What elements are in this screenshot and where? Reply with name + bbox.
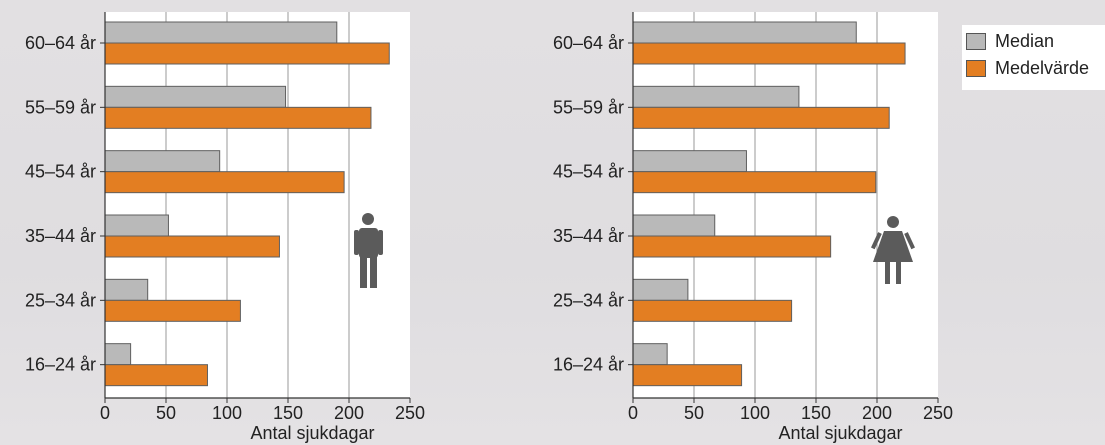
legend-label-median: Median (995, 30, 1055, 51)
x-tick-label: 200 (334, 403, 364, 423)
legend: Median Medelvärde (962, 25, 1105, 90)
category-label: 35–44 år (25, 226, 96, 246)
bar-median (104, 21, 338, 44)
x-axis-title: Antal sjukdagar (250, 423, 374, 443)
x-tick-label: 250 (395, 403, 425, 423)
category-label: 45–54 år (553, 162, 624, 182)
bar-median (104, 343, 132, 366)
plot-area (633, 12, 938, 398)
x-tick-label: 0 (628, 403, 638, 423)
bar-mean (104, 235, 280, 258)
bar-median (632, 150, 747, 173)
bar-mean (104, 299, 241, 322)
bar-mean (632, 106, 890, 129)
bar-mean (104, 171, 345, 194)
bar-median (632, 343, 668, 366)
category-label: 55–59 år (553, 97, 624, 117)
bar-median (632, 85, 800, 108)
category-label: 25–34 år (25, 290, 96, 310)
bar-median (632, 21, 857, 44)
bar-mean (104, 42, 390, 65)
bar-mean (632, 171, 877, 194)
bar-median (104, 214, 169, 237)
legend-item-median: Median (966, 31, 1054, 51)
x-tick-label: 200 (862, 403, 892, 423)
bar-mean (632, 364, 743, 387)
bar-median (104, 85, 287, 108)
x-tick-label: 0 (100, 403, 110, 423)
bar-median (632, 278, 689, 301)
x-tick-label: 250 (923, 403, 953, 423)
x-tick-label: 50 (156, 403, 176, 423)
plot-area (105, 12, 410, 398)
category-label: 16–24 år (553, 355, 624, 375)
x-tick-label: 150 (801, 403, 831, 423)
category-label: 25–34 år (553, 290, 624, 310)
category-label: 45–54 år (25, 162, 96, 182)
bar-median (104, 150, 221, 173)
x-tick-label: 100 (212, 403, 242, 423)
category-label: 60–64 år (25, 33, 96, 53)
legend-label-mean: Medelvärde (995, 57, 1090, 78)
category-label: 55–59 år (25, 97, 96, 117)
legend-item-mean: Medelvärde (966, 58, 1089, 78)
bar-mean (104, 364, 208, 387)
legend-swatch-mean (966, 59, 986, 77)
bar-mean (104, 106, 372, 129)
category-label: 35–44 år (553, 226, 624, 246)
bar-mean (632, 299, 793, 322)
chart-men: 60–64 år 55–59 år 45–54 år 35–44 år 25–34 år… (25, 12, 425, 443)
legend-swatch-median (966, 32, 986, 50)
bar-mean (632, 235, 832, 258)
category-label: 16–24 år (25, 355, 96, 375)
x-tick-label: 100 (740, 403, 770, 423)
female-icon (871, 216, 915, 284)
x-tick-label: 50 (684, 403, 704, 423)
bar-median (104, 278, 149, 301)
bar-median (632, 214, 716, 237)
x-tick-label: 150 (273, 403, 303, 423)
chart-women: 60–64 år 55–59 år 45–54 år 35–44 år 25–34 år… (553, 12, 953, 443)
male-icon (354, 213, 383, 288)
x-axis-title: Antal sjukdagar (778, 423, 902, 443)
bar-mean (632, 42, 906, 65)
category-label: 60–64 år (553, 33, 624, 53)
